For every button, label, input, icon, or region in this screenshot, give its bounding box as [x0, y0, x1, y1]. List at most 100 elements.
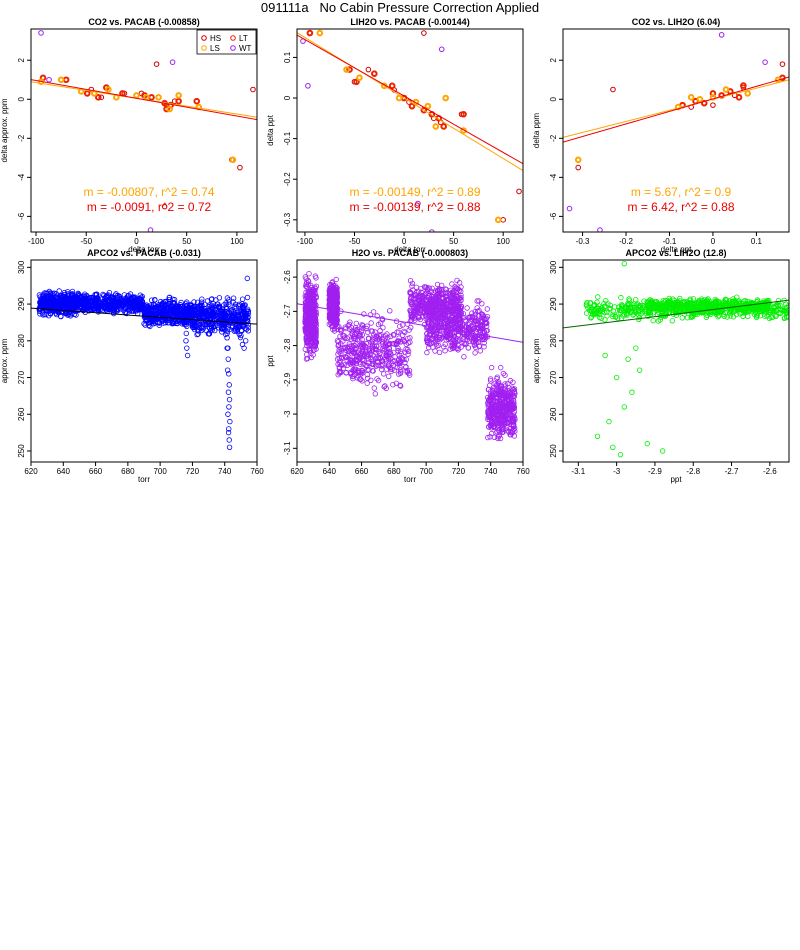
data-point [65, 311, 72, 317]
data-point-ls [356, 74, 363, 82]
data-point [306, 299, 312, 305]
data-point [457, 308, 464, 314]
data-point [442, 348, 448, 354]
y-tick-label: 300 [17, 260, 26, 274]
data-point [431, 313, 437, 319]
y-tick-label: 2 [549, 57, 558, 62]
data-point [242, 315, 249, 322]
chart-panel-4: APCO2 vs. PACAB (-0.031)620 640 660 680 700 7… [0, 248, 264, 484]
data-point [242, 338, 249, 344]
data-point [429, 297, 435, 303]
data-point [618, 303, 625, 310]
data-point [115, 306, 121, 312]
data-point [458, 344, 464, 350]
data-point [92, 300, 99, 306]
data-point [65, 297, 71, 304]
data-point [346, 360, 353, 366]
data-point-hs [365, 66, 372, 73]
data-point [106, 303, 113, 310]
data-point [348, 343, 355, 349]
data-point [363, 353, 370, 359]
y-tick-label: -4 [549, 173, 558, 181]
data-point [492, 380, 498, 387]
fit-line [297, 34, 523, 165]
y-axis-label: ppt [266, 355, 275, 367]
data-point [638, 306, 644, 312]
data-point [124, 298, 130, 304]
x-axis-label: delta ppt [661, 245, 692, 254]
data-point [165, 309, 172, 315]
plot-frame [296, 259, 524, 463]
y-tick-label: -2 [17, 134, 26, 142]
data-point [369, 346, 375, 352]
data-point [491, 407, 497, 413]
data-point-ls [316, 29, 324, 37]
data-point [371, 385, 377, 391]
data-point [490, 421, 496, 427]
data-point [338, 346, 344, 352]
data-point [358, 324, 365, 330]
data-point [625, 308, 632, 314]
x-tick-label: -0.3 [576, 237, 590, 246]
data-point [442, 341, 448, 347]
data-point [330, 291, 337, 297]
data-point-ls [722, 86, 730, 93]
plot-area [31, 275, 257, 451]
data-point [216, 325, 222, 331]
data-point [241, 345, 247, 351]
data-point [346, 334, 352, 340]
data-point [350, 366, 356, 373]
data-point-lt [62, 76, 70, 84]
data-point [226, 371, 232, 377]
data-point [208, 323, 214, 329]
data-point [488, 378, 494, 384]
data-point [191, 318, 197, 324]
y-tick-label: -2.6 [283, 270, 292, 284]
data-point-lt [306, 29, 314, 37]
data-point [209, 327, 215, 333]
data-point [464, 305, 470, 311]
data-point-hs [779, 61, 786, 67]
data-point [424, 337, 431, 344]
data-point [82, 293, 88, 300]
data-point [306, 325, 312, 331]
x-tick-label: 50 [449, 237, 458, 246]
data-point [727, 313, 733, 319]
data-point [128, 308, 134, 314]
data-point [118, 302, 125, 308]
data-point [436, 286, 442, 293]
data-point [417, 298, 423, 304]
x-tick-label: 50 [182, 237, 191, 246]
chart-title: APCO2 vs. LIH2O (12.8) [625, 248, 726, 258]
data-point [380, 325, 386, 331]
chart-title: CO2 vs. PACAB (-0.00858) [88, 17, 199, 27]
fit-annotation: m = 6.42, r^2 = 0.88 [627, 200, 734, 214]
data-point [81, 302, 87, 308]
y-tick-label: 290 [17, 297, 26, 311]
y-tick-label: 0 [549, 96, 558, 101]
x-tick-label: 760 [250, 467, 264, 476]
data-point [375, 354, 382, 360]
data-point [761, 313, 768, 319]
plot-frame [30, 28, 258, 233]
data-point [415, 294, 421, 301]
data-point [434, 343, 440, 349]
data-point [479, 301, 485, 307]
data-point [359, 368, 365, 374]
data-point [165, 303, 171, 309]
fit-line [297, 32, 523, 172]
data-point [42, 296, 48, 302]
legend-label-lt: LT [239, 34, 248, 43]
data-point [425, 290, 432, 297]
data-point [583, 310, 590, 316]
data-point [499, 414, 506, 420]
plot-frame [562, 28, 790, 233]
data-point [103, 304, 109, 310]
data-point [170, 300, 177, 306]
data-point [225, 411, 231, 417]
data-point [407, 289, 414, 296]
fit-line [297, 303, 523, 343]
data-point [159, 310, 165, 316]
y-tick-label: -2 [549, 134, 558, 142]
data-point [184, 352, 191, 359]
